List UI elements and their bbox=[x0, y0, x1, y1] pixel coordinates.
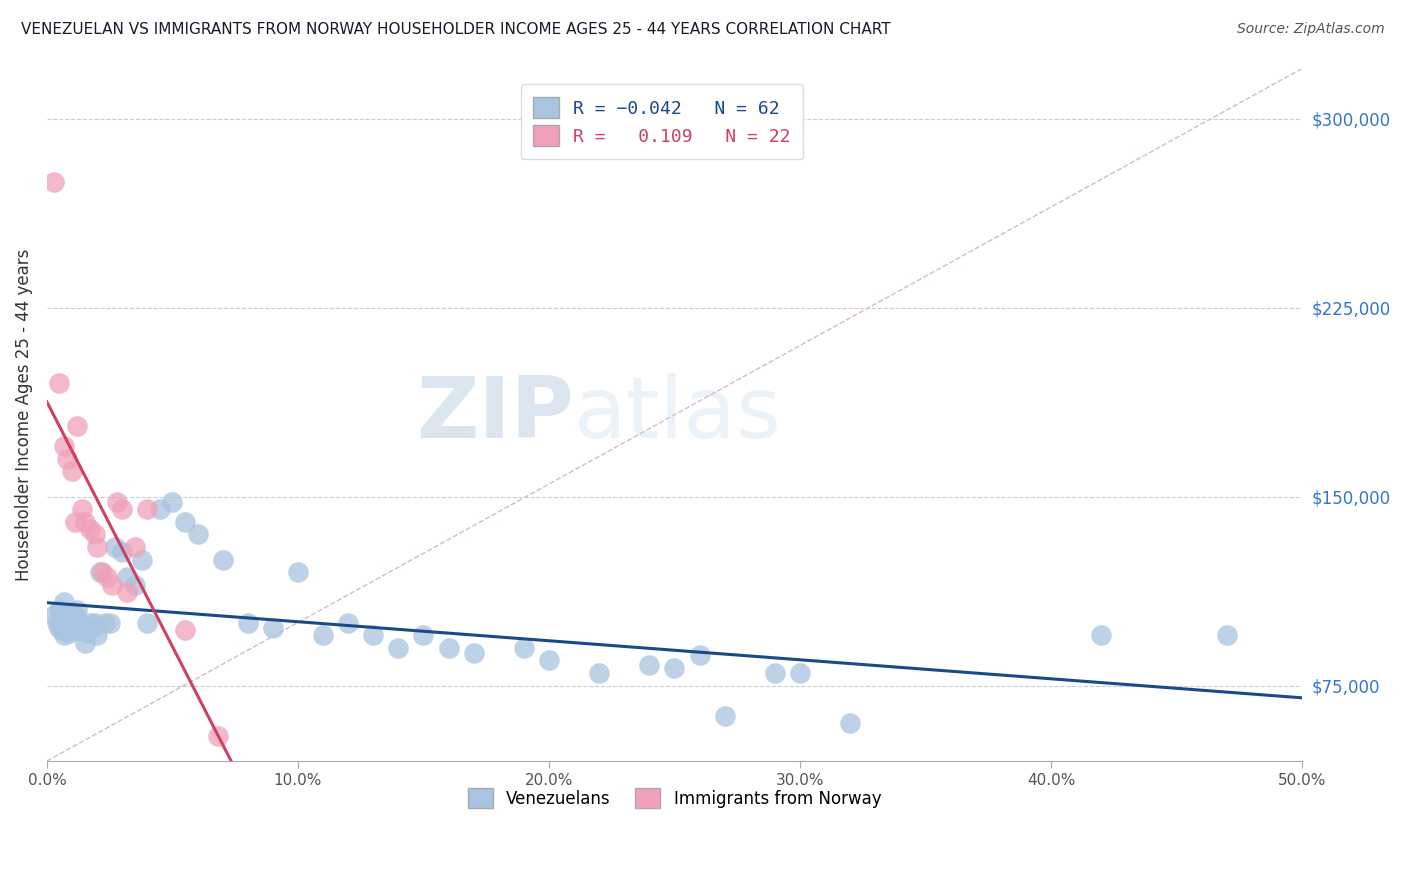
Point bbox=[83, 527, 105, 541]
Point bbox=[124, 540, 146, 554]
Point bbox=[56, 618, 79, 632]
Point bbox=[44, 175, 66, 189]
Point bbox=[76, 625, 98, 640]
Point bbox=[337, 615, 360, 630]
Point bbox=[689, 648, 711, 663]
Point bbox=[437, 640, 460, 655]
Point bbox=[45, 615, 67, 630]
Point bbox=[63, 607, 86, 622]
Point bbox=[207, 729, 229, 743]
Point bbox=[262, 621, 284, 635]
Point bbox=[83, 615, 105, 630]
Point bbox=[124, 578, 146, 592]
Legend: Venezuelans, Immigrants from Norway: Venezuelans, Immigrants from Norway bbox=[461, 781, 889, 815]
Point bbox=[763, 665, 786, 680]
Point bbox=[638, 658, 661, 673]
Point bbox=[105, 494, 128, 508]
Point bbox=[211, 552, 233, 566]
Point bbox=[73, 636, 96, 650]
Point bbox=[60, 465, 83, 479]
Point bbox=[91, 565, 114, 579]
Point bbox=[149, 502, 172, 516]
Point bbox=[56, 451, 79, 466]
Point bbox=[513, 640, 536, 655]
Point bbox=[98, 615, 121, 630]
Point bbox=[60, 606, 83, 620]
Point bbox=[115, 585, 138, 599]
Point bbox=[53, 628, 76, 642]
Point bbox=[89, 565, 111, 579]
Point bbox=[101, 578, 124, 592]
Point bbox=[66, 419, 89, 434]
Point bbox=[93, 615, 115, 630]
Point bbox=[111, 502, 134, 516]
Point bbox=[48, 621, 70, 635]
Point bbox=[79, 522, 101, 536]
Point bbox=[70, 502, 93, 516]
Point bbox=[174, 515, 197, 529]
Point bbox=[162, 494, 184, 508]
Point bbox=[53, 439, 76, 453]
Point bbox=[312, 628, 335, 642]
Point bbox=[66, 623, 89, 637]
Point bbox=[713, 708, 735, 723]
Text: Source: ZipAtlas.com: Source: ZipAtlas.com bbox=[1237, 22, 1385, 37]
Point bbox=[48, 603, 70, 617]
Point bbox=[63, 515, 86, 529]
Point bbox=[48, 376, 70, 391]
Point bbox=[111, 545, 134, 559]
Point bbox=[1215, 628, 1237, 642]
Point bbox=[53, 595, 76, 609]
Point bbox=[80, 621, 103, 635]
Point bbox=[174, 623, 197, 637]
Text: atlas: atlas bbox=[574, 373, 782, 457]
Point bbox=[287, 565, 309, 579]
Point bbox=[58, 607, 80, 622]
Point bbox=[537, 653, 560, 667]
Point bbox=[63, 615, 86, 630]
Point bbox=[60, 621, 83, 635]
Point bbox=[86, 540, 108, 554]
Y-axis label: Householder Income Ages 25 - 44 years: Householder Income Ages 25 - 44 years bbox=[15, 249, 32, 581]
Point bbox=[115, 570, 138, 584]
Point bbox=[387, 640, 409, 655]
Point bbox=[131, 552, 153, 566]
Point bbox=[839, 716, 862, 731]
Point bbox=[664, 661, 686, 675]
Point bbox=[96, 570, 118, 584]
Point bbox=[136, 615, 159, 630]
Point bbox=[412, 628, 434, 642]
Point bbox=[789, 665, 811, 680]
Point bbox=[73, 515, 96, 529]
Point bbox=[1090, 628, 1112, 642]
Point bbox=[44, 607, 66, 622]
Point bbox=[56, 615, 79, 630]
Point bbox=[86, 628, 108, 642]
Point bbox=[104, 540, 127, 554]
Point bbox=[361, 628, 384, 642]
Point bbox=[136, 502, 159, 516]
Point bbox=[69, 615, 91, 630]
Point bbox=[51, 610, 73, 624]
Point bbox=[51, 623, 73, 637]
Point bbox=[236, 615, 259, 630]
Point bbox=[463, 646, 485, 660]
Text: VENEZUELAN VS IMMIGRANTS FROM NORWAY HOUSEHOLDER INCOME AGES 25 - 44 YEARS CORRE: VENEZUELAN VS IMMIGRANTS FROM NORWAY HOU… bbox=[21, 22, 891, 37]
Point bbox=[186, 527, 208, 541]
Point bbox=[79, 615, 101, 630]
Point bbox=[66, 603, 89, 617]
Point bbox=[588, 665, 610, 680]
Point bbox=[70, 618, 93, 632]
Point bbox=[58, 625, 80, 640]
Text: ZIP: ZIP bbox=[416, 373, 574, 457]
